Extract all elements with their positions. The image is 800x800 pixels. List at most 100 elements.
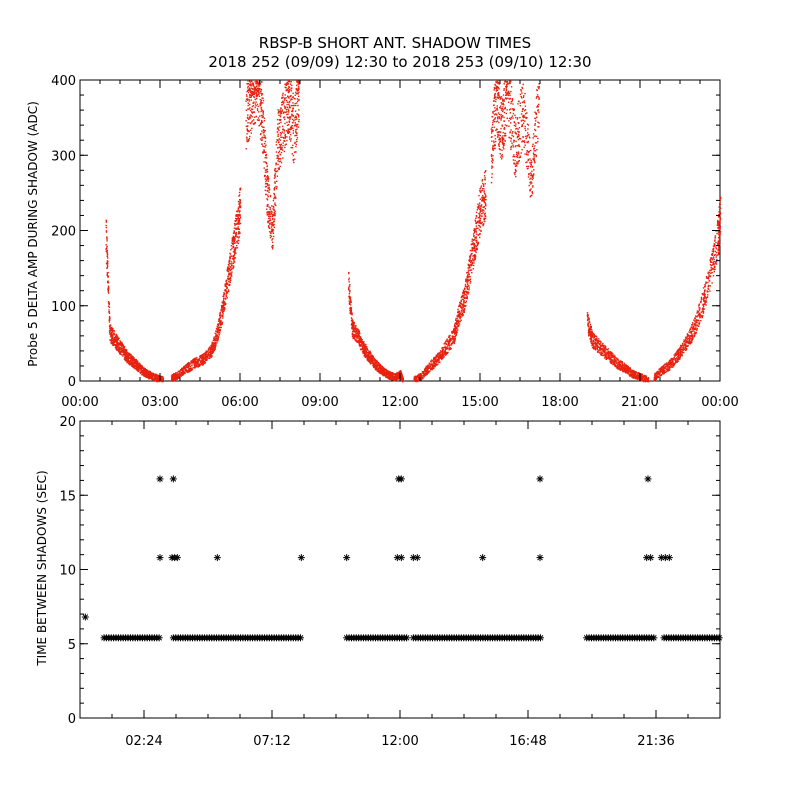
top-data-point — [293, 104, 295, 107]
top-data-point — [157, 375, 159, 378]
top-data-point — [180, 375, 182, 377]
top-data-point — [493, 96, 496, 99]
top-data-point — [232, 266, 235, 268]
top-data-point — [256, 95, 258, 98]
top-data-point — [477, 217, 480, 219]
top-data-point — [288, 80, 290, 82]
top-data-point — [477, 234, 479, 236]
top-data-point — [145, 374, 148, 376]
top-data-point — [282, 92, 284, 95]
top-data-point — [377, 361, 380, 364]
top-data-point — [430, 368, 432, 371]
top-data-point — [247, 139, 250, 141]
top-data-point — [139, 366, 142, 368]
top-data-point — [261, 121, 264, 123]
top-data-point — [217, 327, 219, 329]
top-data-point — [359, 336, 362, 338]
top-data-point — [477, 242, 479, 244]
top-data-point — [174, 378, 176, 380]
top-data-point — [194, 357, 197, 360]
top-data-point — [281, 104, 283, 106]
top-data-point — [348, 279, 350, 281]
top-data-point — [218, 323, 220, 326]
top-data-point — [251, 120, 254, 122]
top-data-point — [285, 97, 287, 99]
top-data-point — [482, 200, 484, 202]
top-data-point — [266, 175, 269, 177]
top-data-point — [433, 364, 435, 367]
top-data-point — [286, 136, 288, 138]
top-data-point — [203, 362, 205, 365]
top-data-point — [263, 175, 266, 178]
top-data-point — [382, 373, 384, 376]
top-data-point — [140, 367, 142, 369]
top-data-point — [122, 349, 124, 351]
top-data-point — [499, 140, 501, 143]
top-data-point — [270, 235, 273, 237]
top-data-point — [274, 212, 276, 214]
top-data-point — [393, 378, 396, 380]
top-data-point — [175, 378, 177, 380]
top-data-point — [295, 145, 297, 148]
top-data-point — [298, 83, 300, 85]
top-data-point — [385, 373, 388, 375]
top-data-point — [363, 347, 366, 349]
top-data-point — [443, 355, 445, 357]
top-data-point — [480, 229, 482, 232]
top-data-point — [386, 370, 388, 372]
top-data-point — [215, 334, 217, 336]
top-data-point — [230, 249, 232, 251]
top-data-point — [185, 364, 187, 366]
top-data-point — [106, 272, 109, 274]
top-data-point — [111, 332, 113, 334]
top-data-point — [258, 89, 260, 91]
top-data-point — [434, 357, 436, 359]
top-data-point — [122, 350, 124, 352]
top-data-point — [282, 145, 284, 147]
top-data-point — [278, 119, 281, 121]
top-data-point — [106, 262, 109, 264]
top-data-point — [253, 119, 255, 121]
top-data-point — [172, 380, 174, 382]
top-data-point — [459, 318, 461, 320]
top-data-point — [356, 341, 358, 343]
top-data-point — [221, 315, 224, 317]
top-data-point — [497, 135, 499, 137]
top-data-point — [108, 309, 110, 311]
top-data-point — [349, 307, 351, 309]
top-data-point — [477, 221, 479, 223]
top-data-point — [469, 280, 472, 283]
top-data-point — [257, 83, 260, 86]
top-data-point — [253, 96, 256, 98]
top-data-point — [474, 219, 476, 221]
top-data-point — [117, 343, 119, 346]
top-data-point — [265, 179, 268, 181]
top-data-point — [494, 94, 496, 96]
top-data-point — [387, 375, 389, 377]
top-data-point — [120, 343, 123, 345]
top-data-point — [296, 113, 298, 115]
top-data-point — [294, 94, 296, 96]
top-data-point — [105, 226, 107, 229]
top-data-point — [476, 244, 478, 247]
top-data-point — [181, 369, 183, 371]
top-data-point — [236, 215, 238, 217]
top-data-point — [368, 353, 370, 355]
top-data-point — [296, 141, 298, 143]
top-data-point — [445, 343, 448, 345]
top-data-point — [444, 345, 446, 347]
top-data-point — [115, 346, 117, 348]
top-data-point — [266, 171, 268, 173]
top-data-point — [268, 184, 270, 186]
top-data-point — [117, 339, 119, 341]
top-data-point — [237, 200, 240, 203]
top-data-point — [463, 303, 465, 306]
top-data-point — [451, 342, 454, 345]
top-data-point — [284, 144, 286, 146]
top-data-point — [493, 97, 495, 100]
top-data-point — [472, 268, 474, 270]
top-data-point — [369, 358, 371, 361]
top-data-point — [266, 168, 269, 171]
top-data-point — [226, 292, 229, 294]
top-data-point — [460, 307, 463, 309]
